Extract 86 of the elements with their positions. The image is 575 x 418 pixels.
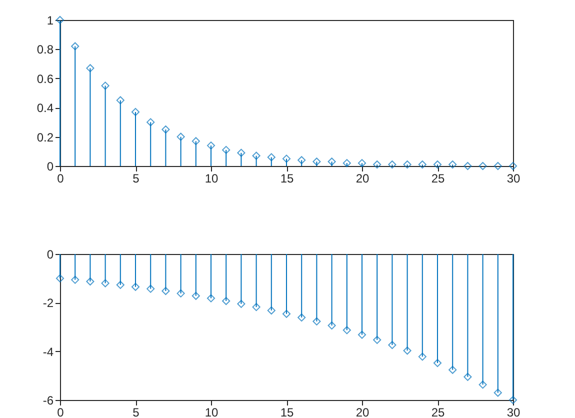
y-tick-label: 0 xyxy=(46,160,54,174)
point xyxy=(86,64,94,72)
point xyxy=(71,42,80,50)
point xyxy=(342,159,351,168)
point xyxy=(237,300,246,308)
x-tick-label: 25 xyxy=(431,406,445,418)
x-tick-label: 10 xyxy=(204,172,218,186)
point xyxy=(56,16,64,24)
point xyxy=(403,346,412,355)
point xyxy=(282,310,291,318)
point xyxy=(464,162,472,170)
point xyxy=(403,160,412,169)
point xyxy=(206,294,216,302)
point xyxy=(433,160,442,169)
point xyxy=(252,152,260,160)
point xyxy=(478,380,487,389)
x-tick-label: 15 xyxy=(280,406,294,418)
y-tick-label: 0.2 xyxy=(36,130,54,144)
x-tick-label: 10 xyxy=(204,406,218,418)
point xyxy=(146,118,155,126)
point xyxy=(116,280,124,289)
point xyxy=(298,313,306,322)
point xyxy=(508,396,518,404)
point xyxy=(282,154,291,163)
point xyxy=(192,137,200,146)
point xyxy=(206,142,216,150)
point xyxy=(358,159,366,168)
point xyxy=(328,322,336,330)
point xyxy=(101,82,110,90)
point xyxy=(222,296,230,305)
point xyxy=(373,336,382,344)
point xyxy=(418,160,426,169)
point xyxy=(176,289,185,298)
y-tick-label: 0 xyxy=(46,248,54,262)
point xyxy=(101,279,110,288)
point xyxy=(508,162,518,170)
x-tick-label: 0 xyxy=(57,172,64,186)
point xyxy=(494,162,502,170)
point xyxy=(131,282,140,291)
point xyxy=(478,162,487,170)
point xyxy=(237,148,246,157)
point xyxy=(418,352,426,361)
point xyxy=(373,160,382,169)
point xyxy=(328,158,336,166)
point xyxy=(388,160,396,169)
point xyxy=(162,286,170,296)
x-tick-label: 5 xyxy=(132,406,140,418)
x-tick-label: 15 xyxy=(280,172,294,186)
point xyxy=(116,96,124,104)
x-tick-label: 0 xyxy=(57,406,64,418)
point xyxy=(146,284,155,293)
y-tick-label: 1 xyxy=(46,14,54,28)
x-tick-label: 30 xyxy=(506,172,520,186)
point xyxy=(448,366,457,374)
point xyxy=(448,160,457,169)
point xyxy=(86,277,94,286)
x-tick-label: 5 xyxy=(132,172,140,186)
point xyxy=(358,330,366,339)
x-tick-label: 20 xyxy=(356,172,370,186)
point xyxy=(312,317,321,326)
point xyxy=(252,303,260,312)
point xyxy=(433,358,442,368)
x-tick-label: 30 xyxy=(506,406,520,418)
point xyxy=(192,292,200,300)
y-tick-label: 0.6 xyxy=(36,72,54,86)
x-tick-label: 25 xyxy=(431,172,445,186)
point xyxy=(56,274,64,282)
y-tick-label: -2 xyxy=(42,296,54,310)
point xyxy=(267,306,276,314)
point xyxy=(131,108,140,116)
point xyxy=(222,146,230,154)
point xyxy=(162,125,170,134)
point xyxy=(176,132,185,141)
y-tick-label: -4 xyxy=(42,344,54,359)
x-tick-label: 20 xyxy=(356,406,370,418)
point xyxy=(298,156,306,164)
point xyxy=(267,153,276,162)
y-tick-label: 0.8 xyxy=(36,42,54,57)
point xyxy=(312,158,321,166)
y-tick-label: -6 xyxy=(42,394,54,408)
point xyxy=(464,372,472,381)
point xyxy=(71,276,80,284)
point xyxy=(342,326,351,334)
y-tick-label: 0.4 xyxy=(36,101,54,116)
point xyxy=(494,388,502,397)
point xyxy=(388,340,396,350)
